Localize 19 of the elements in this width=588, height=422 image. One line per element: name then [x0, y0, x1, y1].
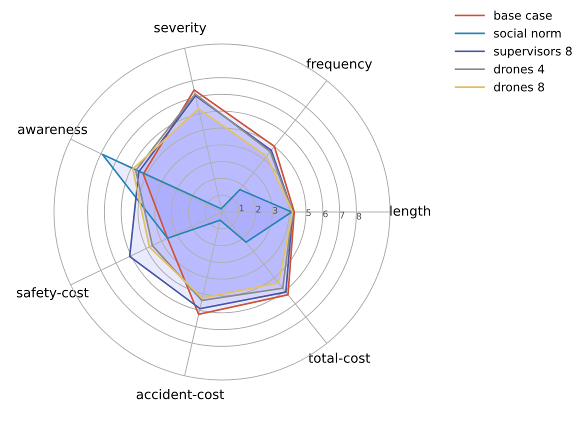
spoke-label: total-cost	[308, 352, 370, 363]
y-tick-label: 8	[356, 212, 362, 220]
y-tick-label: 6	[323, 210, 328, 218]
y-tick-label: 1	[240, 204, 244, 212]
spoke-label: accident-cost	[136, 389, 224, 400]
spoke-label: frequency	[306, 58, 372, 72]
legend-label: drones 8	[494, 82, 544, 92]
spoke-label: severity	[154, 22, 206, 35]
y-tick-label: 7	[340, 212, 344, 218]
legend-label: social norm	[494, 28, 561, 38]
y-tick-label: 5	[306, 209, 311, 216]
legend-label: drones 4	[494, 64, 544, 74]
spoke-label: awareness	[18, 126, 88, 134]
spoke-label: safety-cost	[16, 287, 88, 300]
y-tick-label: 2	[256, 206, 260, 212]
y-tick-label: 3	[272, 206, 278, 214]
legend-label: supervisors 8	[494, 46, 572, 58]
spoke-label: length	[390, 206, 430, 218]
legend-label: base case	[494, 10, 552, 20]
